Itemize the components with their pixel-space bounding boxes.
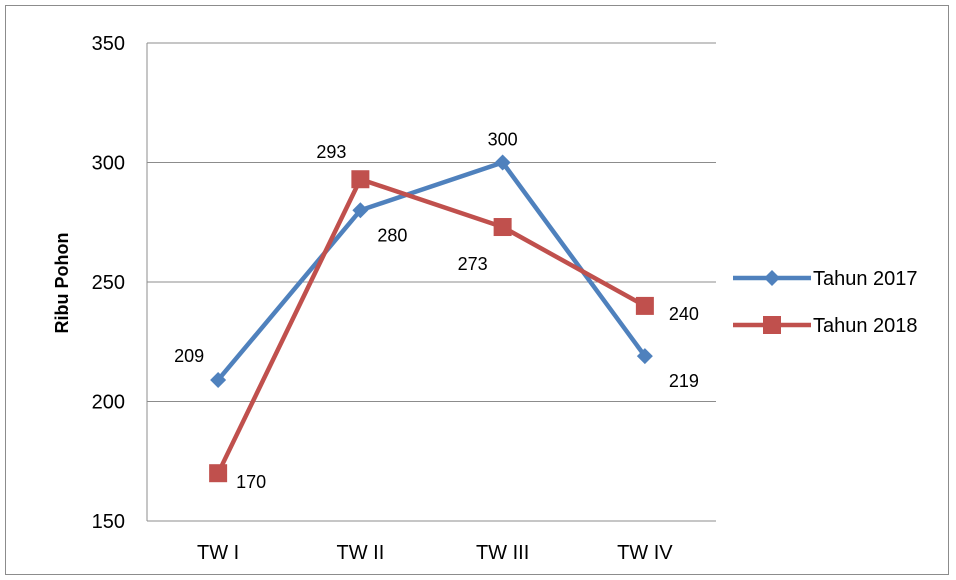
x-tick-label: TW III bbox=[476, 542, 529, 564]
x-tick-label: TW IV bbox=[617, 542, 673, 564]
legend-label: Tahun 2017 bbox=[813, 268, 918, 290]
y-axis-ticks: 150 200 250 300 350 bbox=[92, 33, 125, 533]
x-tick-label: TW I bbox=[197, 542, 239, 564]
data-labels: 209 280 300 219 170 293 273 240 bbox=[174, 130, 699, 493]
data-label: 280 bbox=[377, 225, 407, 245]
data-label: 273 bbox=[458, 254, 488, 274]
data-label: 209 bbox=[174, 346, 204, 366]
data-label: 219 bbox=[669, 371, 699, 391]
data-point bbox=[352, 202, 369, 219]
legend-label: Tahun 2018 bbox=[813, 315, 918, 337]
gridlines bbox=[146, 42, 716, 522]
x-axis-ticks: TW I TW II TW III TW IV bbox=[197, 542, 673, 564]
x-tick-label: TW II bbox=[336, 542, 384, 564]
data-label: 240 bbox=[669, 304, 699, 324]
data-point bbox=[635, 296, 654, 315]
data-label: 170 bbox=[236, 472, 266, 492]
legend-marker bbox=[764, 270, 780, 286]
legend-item: Tahun 2018 bbox=[733, 315, 918, 337]
series-2 bbox=[209, 170, 654, 483]
legend-item: Tahun 2017 bbox=[733, 268, 918, 290]
y-tick-label: 350 bbox=[92, 33, 125, 55]
data-label: 293 bbox=[316, 142, 346, 162]
data-point bbox=[494, 154, 511, 171]
data-point bbox=[210, 371, 227, 388]
y-axis-label: Ribu Pohon bbox=[52, 233, 72, 334]
y-tick-label: 300 bbox=[92, 153, 125, 175]
y-tick-label: 150 bbox=[92, 511, 125, 533]
y-tick-label: 200 bbox=[92, 392, 125, 414]
legend: Tahun 2017 Tahun 2018 bbox=[733, 268, 918, 337]
chart-frame bbox=[5, 5, 949, 575]
data-point bbox=[636, 348, 653, 365]
series-line bbox=[216, 176, 646, 475]
series-line bbox=[216, 160, 647, 382]
data-point bbox=[209, 464, 228, 483]
series-group bbox=[209, 154, 654, 483]
data-point bbox=[351, 170, 370, 189]
y-tick-label: 250 bbox=[92, 272, 125, 294]
series-1 bbox=[210, 154, 653, 388]
legend-marker bbox=[763, 316, 781, 334]
data-label: 300 bbox=[488, 130, 518, 150]
data-point bbox=[493, 218, 512, 237]
